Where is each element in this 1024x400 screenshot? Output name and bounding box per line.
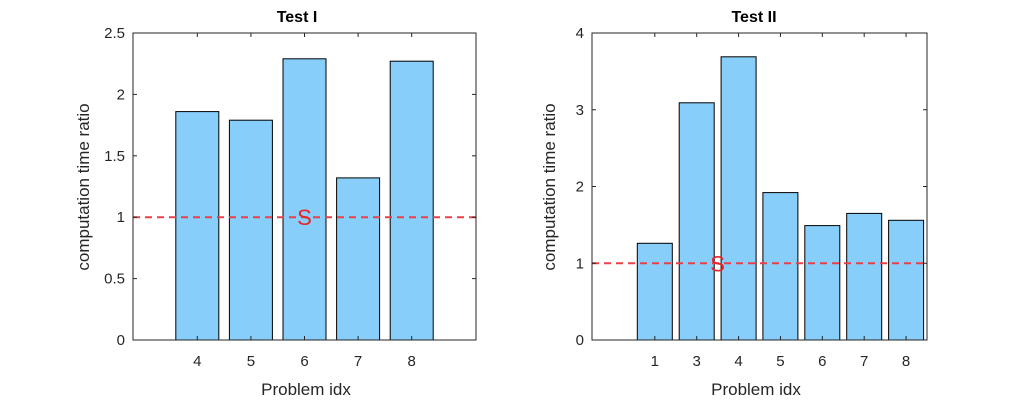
y-tick-label: 2.5 [104,25,125,42]
bar-8 [888,219,925,341]
reference-line-group: S [133,205,476,230]
plot-frame [132,32,477,341]
x-tick-label: 4 [734,353,742,370]
y-tick-label: 2 [117,86,125,103]
bar-1 [636,242,673,341]
bars-group [636,56,925,341]
y-tick-label: 2 [576,179,584,196]
y-ticks: 0 0.5 1 1.5 2 2.5 [104,25,476,349]
x-ticks: 4 5 6 7 8 [193,33,416,370]
bar-4 [175,111,220,341]
x-tick-label: 5 [776,353,784,370]
x-tick-label: 8 [408,353,416,370]
bar-6 [282,58,327,341]
x-tick-label: 5 [247,353,255,370]
x-ticks: 1 3 4 5 6 7 8 [651,33,910,370]
x-tick-label: 3 [693,353,701,370]
x-tick-label: 1 [651,353,659,370]
y-tick-label: 3 [576,102,584,119]
x-tick-label: 6 [818,353,826,370]
bar-6 [804,225,841,341]
bar-4 [720,56,757,341]
y-axis-label: computation time ratio [74,103,93,270]
y-tick-label: 4 [576,25,584,42]
y-tick-label: 1.5 [104,148,125,165]
bar-5 [228,119,273,341]
bar-3 [678,102,715,341]
y-tick-label: 0 [117,332,125,349]
x-axis-label: Problem idx [261,380,351,399]
marker-label: S [710,251,725,276]
x-tick-label: 8 [902,353,910,370]
y-tick-label: 0 [576,332,584,349]
x-tick-label: 4 [193,353,201,370]
y-tick-label: 0.5 [104,271,125,288]
chart-test-ii: Test II computation time ratio Problem i… [540,9,928,399]
chart-title: Test I [277,9,318,26]
marker-label: S [297,205,312,230]
bar-8 [389,60,434,341]
chart-title: Test II [731,9,776,26]
bar-5 [762,192,799,341]
chart-test-i: Test I computation time ratio Problem id… [74,9,477,399]
reference-line-group: S [592,251,927,276]
x-tick-label: 7 [860,353,868,370]
bar-7 [846,212,883,341]
bar-7 [336,177,381,341]
x-tick-label: 7 [354,353,362,370]
x-axis-label: Problem idx [711,380,801,399]
y-tick-label: 1 [117,209,125,226]
plot-frame [591,32,928,341]
y-axis-label: computation time ratio [540,103,559,270]
bars-group [175,58,434,341]
x-tick-label: 6 [300,353,308,370]
y-tick-label: 1 [576,255,584,272]
